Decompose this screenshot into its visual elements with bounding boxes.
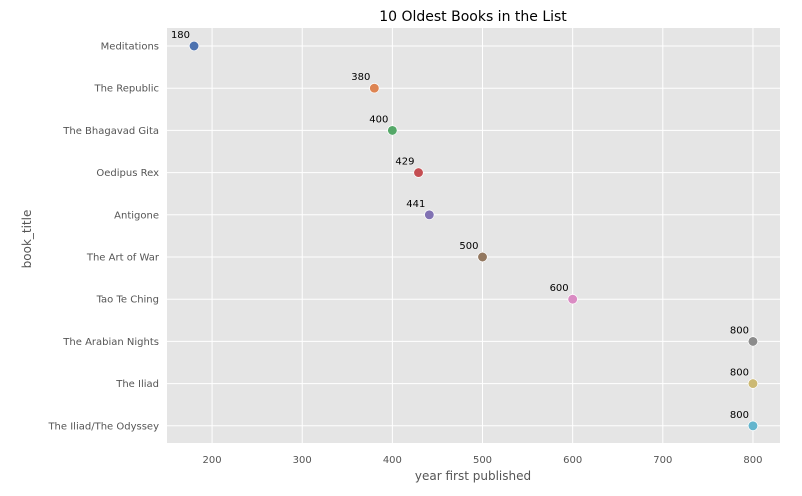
y-tick-label: Oedipus Rex: [96, 168, 159, 179]
y-tick-label: The Art of War: [86, 253, 160, 264]
data-label: 441: [406, 199, 425, 210]
y-tick-label: Antigone: [114, 210, 159, 221]
data-point: [413, 167, 424, 178]
x-tick-label: 500: [473, 455, 492, 466]
plot-area: [167, 28, 780, 443]
data-label: 400: [369, 114, 388, 125]
y-axis-title: book_title: [20, 210, 34, 269]
x-tick-label: 600: [563, 455, 582, 466]
data-labels: 180 380 400 429 441 500 600 800 800 800: [171, 30, 749, 421]
x-tick-label: 200: [203, 455, 222, 466]
y-tick-label: The Bhagavad Gita: [62, 126, 159, 137]
x-gridlines: [211, 28, 754, 443]
data-point: [369, 83, 380, 94]
data-point: [567, 294, 578, 305]
y-tick-labels: Meditations The Republic The Bhagavad Gita…: [47, 42, 159, 433]
x-tick-label: 700: [653, 455, 672, 466]
chart-title: 10 Oldest Books in the List: [379, 9, 567, 25]
data-points: [188, 40, 759, 431]
data-label: 600: [550, 283, 569, 294]
y-tick-label: Tao Te Ching: [96, 295, 159, 306]
data-label: 180: [171, 30, 190, 41]
data-point: [477, 251, 488, 263]
x-axis-title: year first published: [415, 469, 531, 483]
x-tick-label: 300: [293, 455, 312, 466]
data-point: [747, 378, 759, 389]
data-label: 800: [730, 410, 749, 421]
x-tick-labels: 200 300 400 500 600 700 800: [203, 455, 763, 466]
y-tick-label: The Republic: [93, 84, 159, 95]
data-point: [747, 420, 759, 431]
data-label: 429: [395, 157, 414, 168]
data-point: [387, 125, 398, 136]
data-label: 500: [459, 241, 478, 252]
data-point: [188, 40, 200, 52]
y-tick-label: The Arabian Nights: [62, 337, 159, 348]
y-tick-label: The Iliad: [115, 379, 159, 390]
data-label: 800: [730, 368, 749, 379]
data-point: [747, 336, 759, 347]
data-point: [424, 209, 435, 220]
x-tick-label: 800: [743, 455, 762, 466]
y-tick-label: Meditations: [101, 42, 159, 53]
data-label: 380: [351, 72, 370, 83]
data-label: 800: [730, 325, 749, 336]
y-gridlines: [167, 45, 780, 427]
y-tick-label: The Iliad/The Odyssey: [47, 421, 159, 432]
x-tick-label: 400: [383, 455, 402, 466]
